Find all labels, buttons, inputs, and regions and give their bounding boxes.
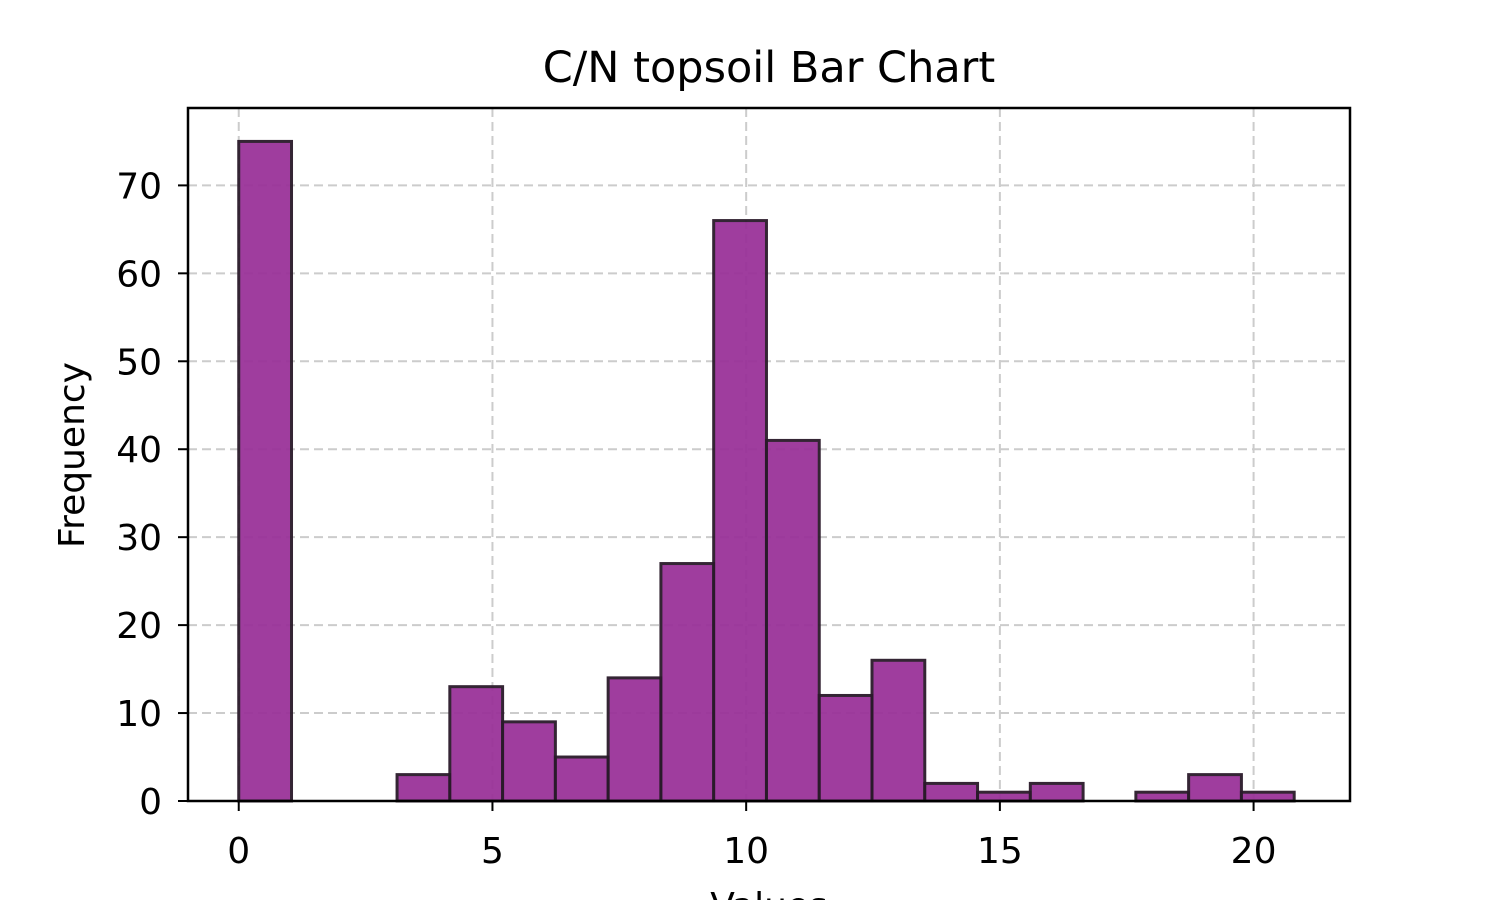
histogram-bar [976, 790, 1032, 803]
y-tick-label: 50 [116, 342, 162, 383]
y-tick-label: 20 [116, 606, 162, 647]
x-tick-label: 15 [977, 831, 1023, 872]
x-tick-label: 20 [1231, 831, 1277, 872]
histogram-bar [659, 562, 716, 803]
plot-frame [186, 106, 1352, 803]
histogram-bar [817, 693, 874, 803]
x-tick-label: 10 [723, 831, 769, 872]
histogram-bar [923, 781, 980, 803]
histogram-bar [764, 438, 821, 803]
y-tick-label: 30 [116, 518, 162, 559]
histogram-bar [1239, 790, 1296, 803]
x-tick-label: 0 [227, 831, 250, 872]
bars [237, 139, 1296, 803]
y-axis-label: Frequency [52, 362, 93, 548]
histogram-bar [1134, 790, 1191, 803]
histogram-bar [870, 658, 927, 803]
y-tick-label: 60 [116, 254, 162, 295]
ticks: 0 5 10 15 20 0 10 20 30 40 50 60 70 [116, 166, 1276, 872]
histogram-bar [448, 685, 505, 803]
y-tick-label: 10 [116, 694, 162, 735]
histogram-bar [606, 676, 663, 803]
y-tick-label: 70 [116, 166, 162, 207]
histogram-bar [237, 139, 294, 803]
histogram-bar [1187, 773, 1243, 803]
y-tick-label: 0 [139, 782, 162, 823]
x-tick-label: 5 [481, 831, 504, 872]
chart-title: C/N topsoil Bar Chart [543, 43, 995, 93]
y-tick-label: 40 [116, 430, 162, 471]
histogram-bar [712, 219, 768, 803]
histogram-bar [395, 773, 452, 803]
histogram-bar [1028, 781, 1085, 803]
histogram-bar [553, 755, 610, 803]
histogram-bar [501, 720, 557, 803]
x-axis-label: Values [710, 886, 828, 900]
